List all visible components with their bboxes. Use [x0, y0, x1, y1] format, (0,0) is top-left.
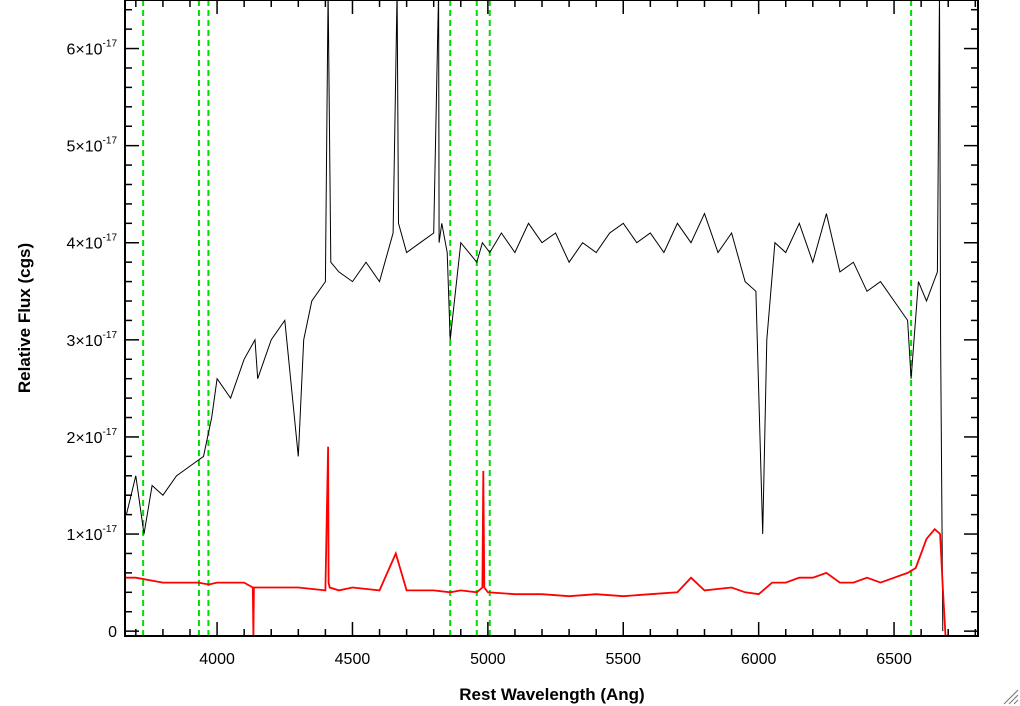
y-tick-label: 2×10-17: [67, 427, 118, 447]
x-tick-label: 5000: [470, 651, 506, 668]
axes-layer: [124, 0, 979, 637]
y-tick-label: 6×10-17: [67, 39, 118, 59]
y-tick-label: 4×10-17: [67, 233, 118, 253]
x-tick-label: 6000: [741, 651, 777, 668]
tick-labels: 4000 4500 5000 5500 6000 6500 0 1×10-17 2×10-17 3…: [67, 39, 912, 668]
series-layer: [125, 0, 978, 637]
series-line-1: [125, 0, 944, 632]
x-tick-label: 5500: [605, 651, 641, 668]
resize-grip-icon[interactable]: [1003, 689, 1019, 705]
y-tick-label: 0: [108, 624, 117, 641]
y-tick-label: 3×10-17: [67, 330, 118, 350]
y-tick-label: 5×10-17: [67, 136, 118, 156]
x-axis-title: Rest Wavelength (Ang): [459, 685, 644, 704]
x-tick-label: 6500: [876, 651, 912, 668]
x-tick-label: 4500: [335, 651, 371, 668]
x-tick-label: 4000: [199, 651, 235, 668]
plot-frame: [124, 0, 979, 637]
y-axis-title: Relative Flux (cgs): [15, 243, 34, 393]
series-line-2: [125, 446, 978, 637]
emission-line-markers: [142, 0, 913, 636]
y-tick-label: 1×10-17: [67, 524, 118, 544]
